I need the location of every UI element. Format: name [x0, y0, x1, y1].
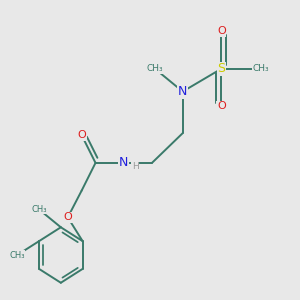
Text: N: N [178, 85, 188, 98]
Text: H: H [132, 162, 139, 171]
Text: O: O [77, 130, 86, 140]
Text: CH₃: CH₃ [10, 250, 25, 260]
Text: S: S [217, 62, 225, 75]
Text: CH₃: CH₃ [253, 64, 269, 73]
Text: CH₃: CH₃ [31, 205, 47, 214]
Text: N: N [118, 156, 128, 170]
Text: O: O [63, 212, 72, 222]
Text: CH₃: CH₃ [147, 64, 163, 73]
Text: O: O [217, 101, 226, 111]
Text: O: O [217, 26, 226, 36]
